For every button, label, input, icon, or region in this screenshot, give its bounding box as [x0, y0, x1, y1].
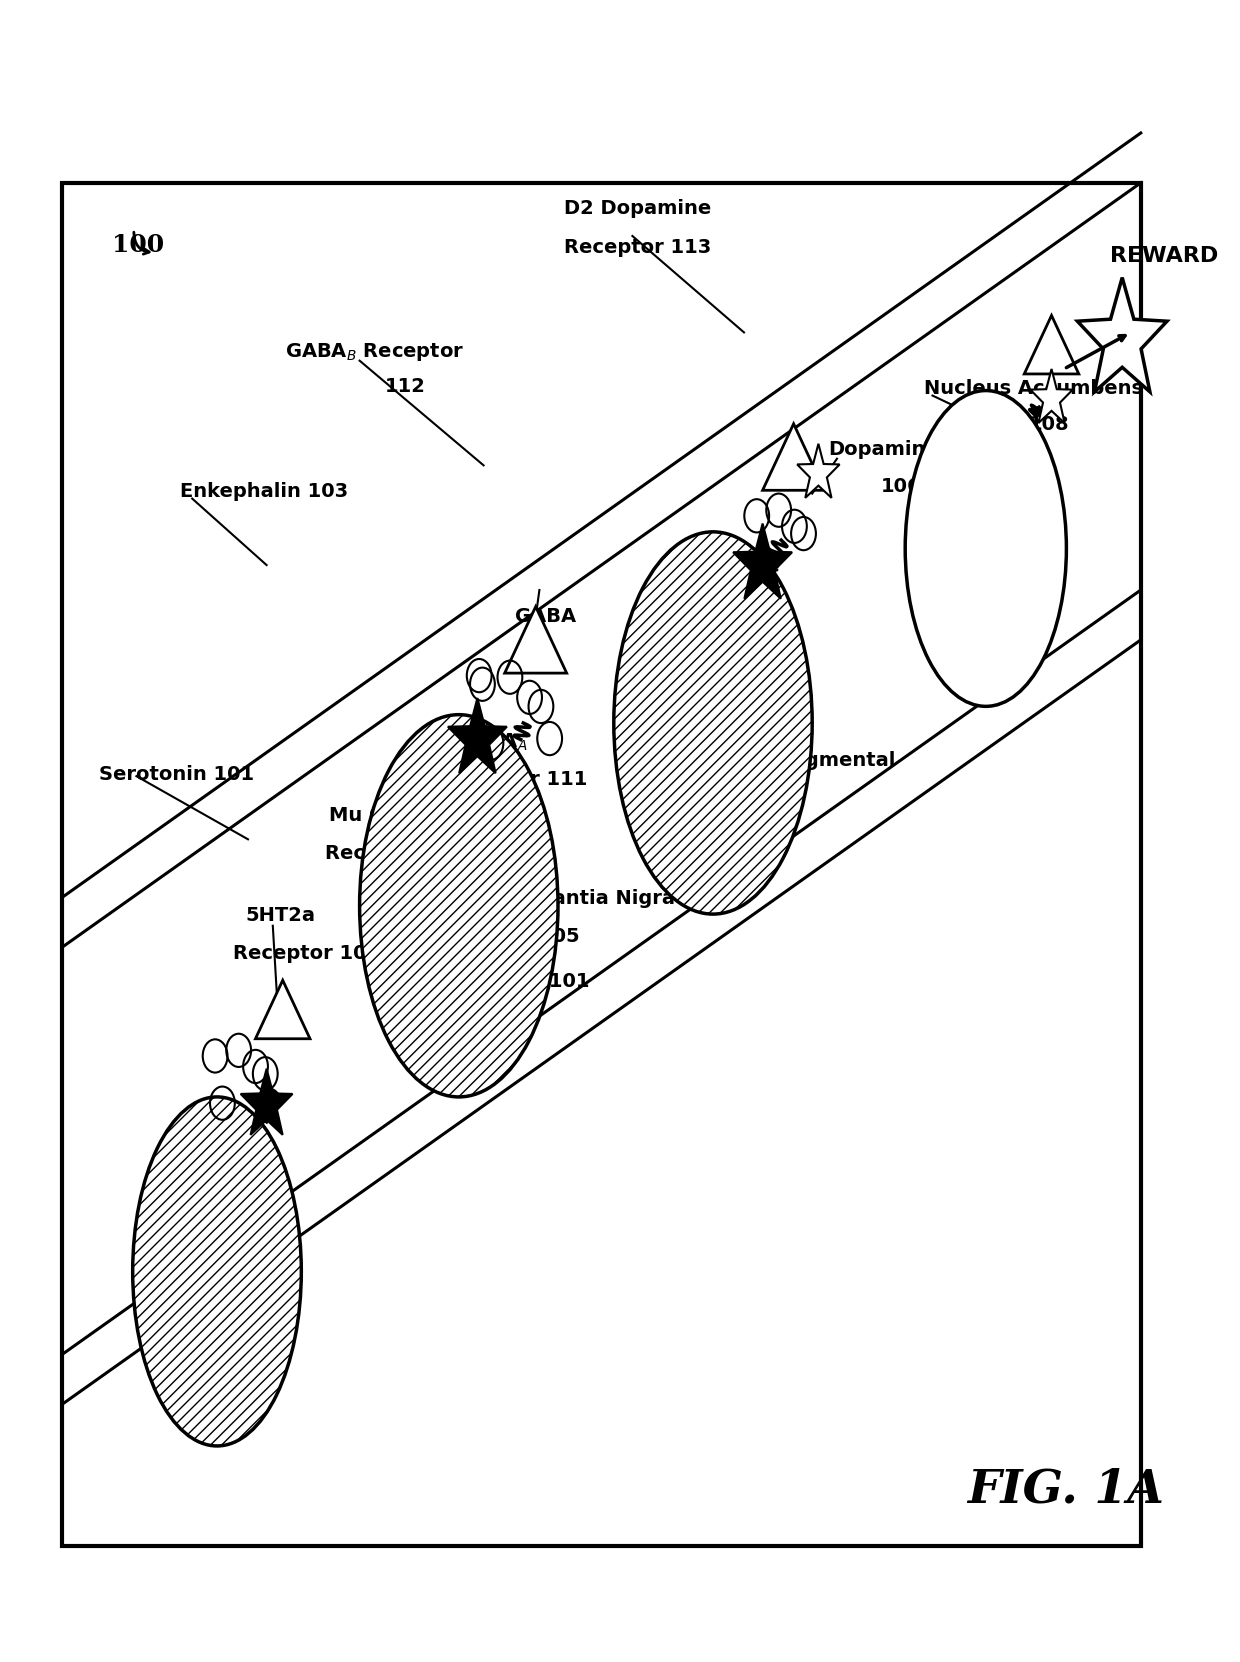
- Polygon shape: [763, 424, 825, 490]
- Text: GABA$_A$: GABA$_A$: [456, 731, 528, 753]
- Text: Hypothalamus 101: Hypothalamus 101: [384, 972, 590, 991]
- Polygon shape: [505, 607, 567, 673]
- Polygon shape: [255, 981, 310, 1039]
- Text: Receptor 110: Receptor 110: [325, 844, 472, 863]
- Text: 112: 112: [384, 377, 425, 396]
- Text: 106: 106: [880, 477, 921, 495]
- Text: Enkephalin 103: Enkephalin 103: [180, 482, 348, 500]
- Text: D2 Dopamine: D2 Dopamine: [564, 199, 712, 218]
- Text: Receptor 109: Receptor 109: [233, 944, 381, 962]
- Text: 100: 100: [112, 233, 164, 256]
- Text: 108: 108: [1029, 416, 1070, 434]
- Polygon shape: [1078, 278, 1167, 392]
- Ellipse shape: [360, 715, 558, 1097]
- Ellipse shape: [133, 1097, 301, 1446]
- Ellipse shape: [614, 532, 812, 914]
- Text: 104: 104: [515, 645, 556, 663]
- Text: 5HT2a: 5HT2a: [246, 906, 315, 924]
- Polygon shape: [1030, 369, 1073, 424]
- Ellipse shape: [905, 391, 1066, 706]
- Text: 105: 105: [539, 927, 580, 946]
- Text: Neuron: Neuron: [670, 595, 750, 613]
- Text: Ventral Tegmental: Ventral Tegmental: [694, 751, 895, 770]
- Polygon shape: [241, 1069, 293, 1135]
- Polygon shape: [733, 524, 792, 598]
- Text: Nucleus Accumbens: Nucleus Accumbens: [924, 379, 1143, 397]
- Bar: [62, 183, 1141, 1546]
- Polygon shape: [448, 698, 507, 773]
- Text: Substantia Nigra: Substantia Nigra: [490, 889, 675, 907]
- Text: Receptor 111: Receptor 111: [440, 770, 588, 788]
- Text: GABA: GABA: [515, 607, 575, 625]
- Text: Serotonin 101: Serotonin 101: [99, 765, 254, 783]
- Text: FIG. 1A: FIG. 1A: [967, 1466, 1164, 1512]
- Text: REWARD: REWARD: [1110, 246, 1218, 266]
- Text: Dopamine: Dopamine: [670, 557, 780, 575]
- Text: Area 107: Area 107: [709, 789, 807, 808]
- Polygon shape: [1024, 316, 1079, 374]
- Polygon shape: [797, 444, 839, 499]
- Text: GABA$_B$ Receptor: GABA$_B$ Receptor: [285, 341, 465, 362]
- Text: Receptor 113: Receptor 113: [564, 238, 712, 256]
- Text: Mu Opiate: Mu Opiate: [329, 806, 441, 824]
- Text: Dopamine: Dopamine: [828, 440, 939, 459]
